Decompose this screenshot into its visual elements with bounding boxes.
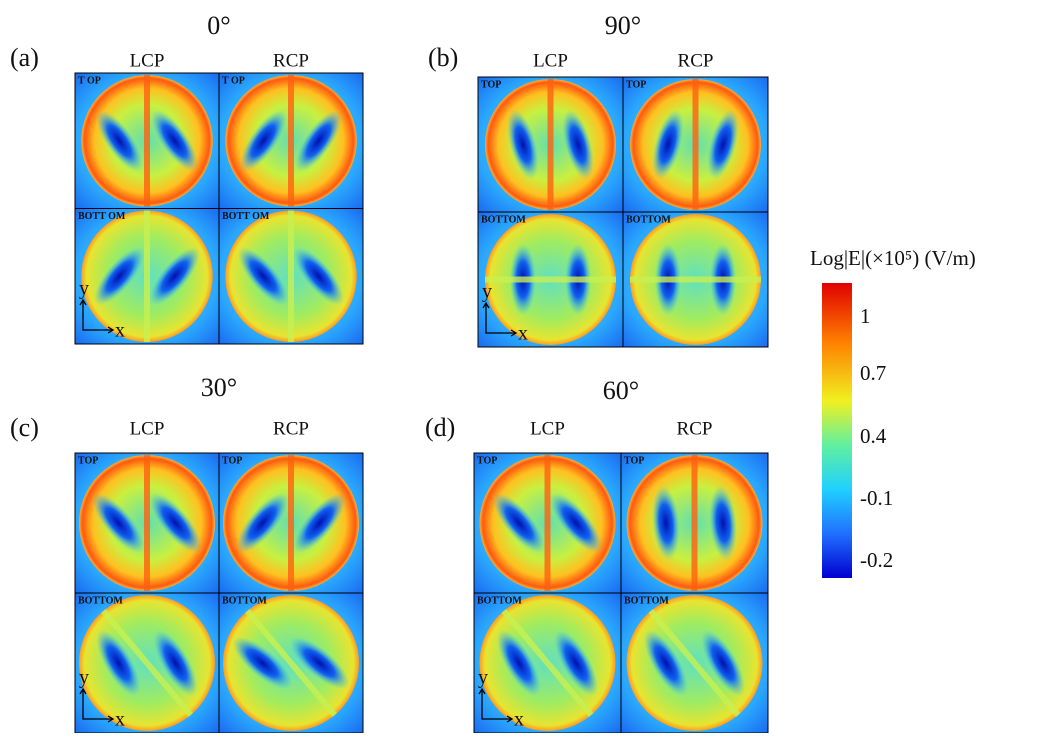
field-map: T OP (219, 73, 363, 209)
panel-label: (b) (428, 43, 458, 72)
column-label: LCP (533, 50, 568, 71)
tile-label: BOTTOM (78, 595, 123, 606)
map-content (474, 453, 621, 593)
field-map: TOP (75, 453, 219, 593)
x-axis-label: x (115, 709, 125, 731)
colorbar (822, 283, 852, 578)
x-axis-label: x (115, 320, 125, 342)
colorbar-title: Log|E|(×10⁵) (V/m) (810, 246, 976, 270)
map-content (75, 453, 219, 593)
figure: T OP T OP BOTT OM BOTT OM TOP TOP BOTTOM BOTTOM… (0, 0, 1055, 733)
field-map: BOTT OM (219, 209, 363, 345)
map-content (219, 453, 363, 593)
field-map: BOTTOM (474, 593, 621, 733)
panel-angle: 90° (605, 11, 641, 40)
tile-label: TOP (78, 455, 98, 466)
tile-label: BOTTOM (222, 595, 267, 606)
field-map: TOP (623, 77, 768, 212)
gap (288, 455, 294, 591)
gap (548, 79, 554, 210)
tile-label: BOTTOM (477, 595, 522, 606)
column-label: RCP (273, 50, 309, 71)
y-axis-label: y (478, 667, 488, 689)
column-label: LCP (130, 50, 165, 71)
field-map: TOP (474, 453, 621, 593)
tile-label: BOTTOM (626, 214, 671, 225)
tile-label: BOTTOM (481, 214, 526, 225)
field-maps: T OP T OP BOTT OM BOTT OM TOP TOP BOTTOM BOTTOM… (75, 73, 768, 733)
gap (692, 455, 698, 591)
panel-angle: 60° (603, 376, 639, 405)
map-content (623, 77, 768, 212)
field-map: TOP (219, 453, 363, 593)
field-map: BOTTOM (478, 212, 623, 347)
tile-label: TOP (222, 455, 242, 466)
colorbar-tick-label: -0.1 (860, 486, 893, 510)
tile-label: BOTT OM (222, 211, 270, 222)
x-axis-label: x (514, 709, 524, 731)
x-axis-label: x (518, 323, 528, 345)
panel-angle: 30° (201, 373, 237, 402)
y-axis-label: y (79, 278, 89, 300)
field-map: TOP (621, 453, 768, 593)
map-content (75, 593, 219, 733)
gap (144, 75, 150, 207)
tile-label: BOTTOM (624, 595, 669, 606)
y-axis-label: y (482, 281, 492, 303)
panel-label: (c) (10, 413, 39, 442)
field-map: T OP (75, 73, 219, 209)
field-map: TOP (478, 77, 623, 212)
gap (288, 75, 294, 207)
y-axis-label: y (79, 667, 89, 689)
map-content (219, 593, 363, 733)
tile-label: TOP (481, 79, 501, 90)
gap (630, 277, 761, 283)
map-content (478, 77, 623, 212)
panel-angle: 0° (207, 11, 230, 40)
field-map: BOTT OM (75, 209, 219, 345)
column-label: RCP (678, 50, 714, 71)
field-map: BOTTOM (75, 593, 219, 733)
tile-label: TOP (477, 455, 497, 466)
field-map: BOTTOM (621, 593, 768, 733)
gap (144, 211, 150, 343)
tile-label: TOP (624, 455, 644, 466)
column-label: LCP (130, 418, 165, 439)
tile-label: T OP (222, 75, 245, 86)
panel-label: (a) (10, 43, 39, 72)
colorbar-tick-label: 0.7 (860, 361, 886, 385)
column-label: RCP (677, 418, 713, 439)
map-content (75, 209, 219, 345)
map-content (623, 212, 768, 347)
map-content (478, 212, 623, 347)
panel-label: (d) (425, 413, 455, 442)
field-map: BOTTOM (623, 212, 768, 347)
field-map: BOTTOM (219, 593, 363, 733)
map-content (75, 73, 219, 209)
colorbar-tick-label: -0.2 (860, 548, 893, 572)
tile-label: TOP (626, 79, 646, 90)
map-content (621, 593, 768, 733)
map-content (621, 453, 768, 593)
gap (485, 277, 616, 283)
gap (545, 455, 551, 591)
gap (288, 211, 294, 343)
map-content (219, 209, 363, 345)
tile-label: BOTT OM (78, 211, 126, 222)
gap (693, 79, 699, 210)
column-label: LCP (530, 418, 565, 439)
column-label: RCP (273, 418, 309, 439)
gap (144, 455, 150, 591)
map-content (219, 73, 363, 209)
tile-label: T OP (78, 75, 101, 86)
map-content (474, 593, 621, 733)
colorbar-tick-label: 0.4 (860, 424, 887, 448)
colorbar-tick-label: 1 (860, 304, 871, 328)
